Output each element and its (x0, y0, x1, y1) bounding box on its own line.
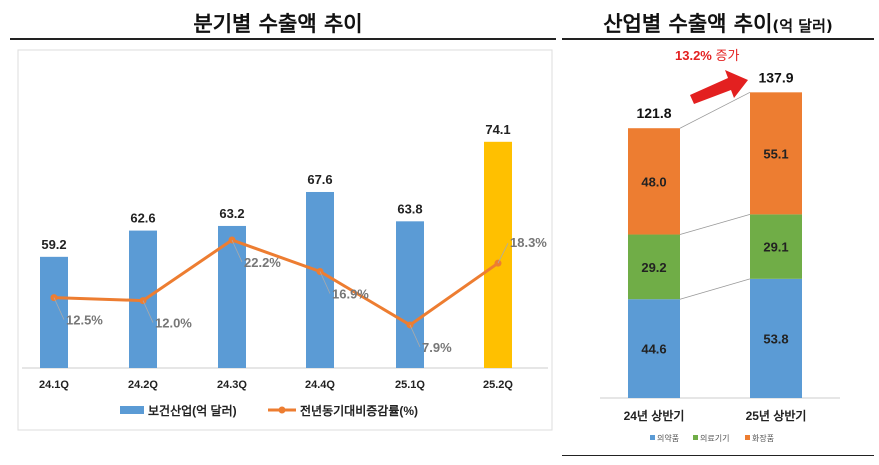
line-value-label: 7.9% (422, 340, 452, 355)
connector-line (679, 278, 751, 300)
legend-swatch-bar (120, 406, 144, 414)
legend-label: 의약품 (657, 433, 679, 443)
line-value-label: 22.2% (244, 255, 281, 270)
stacked-segment (750, 278, 802, 398)
segment-value-label: 53.8 (763, 331, 788, 346)
total-label: 137.9 (758, 69, 793, 85)
x-tick-label: 24년 상반기 (624, 408, 685, 423)
segment-value-label: 44.6 (641, 342, 666, 357)
x-tick-label: 25.2Q (483, 379, 513, 391)
bar-value-label: 63.8 (397, 201, 422, 216)
leader-line (142, 300, 154, 323)
right-title-text: 산업별 수출액 추이 (603, 12, 773, 36)
stacked-segment (750, 214, 802, 279)
bar-value-label: 74.1 (485, 122, 510, 137)
leader-line (53, 297, 65, 320)
connector-line (679, 91, 751, 129)
legend-swatch (650, 435, 655, 440)
leader-line (319, 271, 331, 294)
legend-label: 화장품 (752, 433, 774, 443)
connector-line (679, 213, 751, 235)
line-value-label: 12.0% (155, 316, 192, 331)
legend-swatch (693, 435, 698, 440)
segment-value-label: 55.1 (763, 146, 788, 161)
x-tick-label: 25.1Q (395, 379, 425, 391)
increase-annotation: 13.2% 증가 (675, 48, 739, 63)
bar-value-label: 62.6 (130, 211, 155, 226)
bar-value-label: 63.2 (219, 206, 244, 221)
bar (218, 225, 246, 368)
legend-label-bar: 보건산업(억 달러) (148, 403, 237, 418)
legend-marker-line (278, 406, 286, 414)
bar (484, 141, 512, 368)
increase-word: 증가 (715, 48, 739, 63)
leader-line (231, 239, 243, 263)
leader-line (409, 324, 421, 348)
bar-value-label: 67.6 (307, 172, 332, 187)
total-label: 121.8 (636, 105, 671, 121)
x-tick-label: 24.3Q (217, 379, 247, 391)
leader-line (497, 242, 509, 264)
legend-label: 의료기기 (700, 433, 729, 443)
line-value-label: 12.5% (66, 313, 103, 328)
x-tick-label: 24.2Q (128, 379, 158, 391)
left-title-rule (10, 38, 556, 40)
legend-label-line: 전년동기대비증감률(%) (300, 403, 418, 418)
line-series (53, 238, 499, 327)
line-value-label: 18.3% (510, 235, 547, 250)
stacked-segment (628, 128, 680, 235)
stacked-segment (628, 234, 680, 300)
line-value-label: 16.9% (332, 286, 369, 301)
x-tick-label: 24.4Q (305, 379, 335, 391)
left-chart-title: 분기별 수출액 추이 (193, 12, 363, 36)
bottom-rule (562, 455, 874, 456)
bar (40, 256, 68, 368)
segment-value-label: 48.0 (641, 174, 666, 189)
bar (396, 221, 424, 368)
stacked-segment (628, 299, 680, 398)
x-tick-label: 25년 상반기 (746, 408, 807, 423)
segment-value-label: 29.1 (763, 240, 788, 255)
left-plot-frame (17, 49, 553, 431)
stacked-segment (750, 92, 802, 215)
right-title-unit: (억 달러) (772, 17, 833, 35)
increase-arrow-icon (690, 70, 748, 104)
bar (306, 191, 334, 368)
segment-value-label: 29.2 (641, 260, 666, 275)
bar-value-label: 59.2 (41, 237, 66, 252)
legend-swatch (745, 435, 750, 440)
x-tick-label: 24.1Q (39, 379, 69, 391)
right-title-rule (562, 38, 874, 40)
increase-pct: 13.2% (675, 48, 715, 63)
right-chart-title: 산업별 수출액 추이(억 달러) (562, 8, 874, 38)
